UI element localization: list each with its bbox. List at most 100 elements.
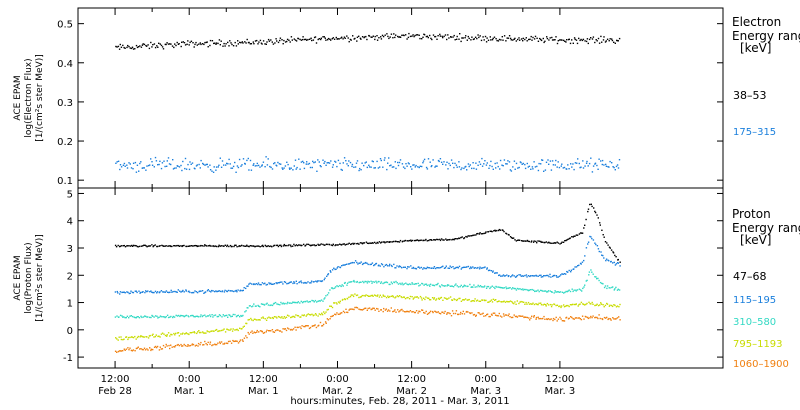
data-point <box>235 244 237 246</box>
data-point <box>310 244 313 246</box>
data-point <box>139 162 141 165</box>
data-point <box>222 314 224 316</box>
data-point <box>152 44 154 46</box>
data-point <box>608 260 610 262</box>
data-point <box>213 314 215 317</box>
data-point <box>400 309 402 311</box>
data-point <box>505 314 508 316</box>
data-point <box>242 158 245 160</box>
data-point <box>564 240 566 242</box>
data-point <box>579 289 582 291</box>
data-point <box>117 45 120 48</box>
data-point <box>130 244 133 247</box>
data-point <box>520 161 522 164</box>
data-point <box>142 291 144 293</box>
data-point <box>123 162 126 165</box>
data-point <box>565 273 567 275</box>
data-point <box>392 37 394 39</box>
data-point <box>380 242 382 244</box>
data-point <box>553 292 555 294</box>
data-point <box>591 237 593 240</box>
data-point <box>325 164 327 166</box>
data-point <box>139 348 141 350</box>
data-point <box>320 243 322 245</box>
data-point <box>305 244 307 247</box>
data-point <box>129 336 131 339</box>
data-point <box>356 36 359 38</box>
data-point <box>226 162 228 165</box>
data-point <box>371 282 373 284</box>
x-tick-date: Feb 28 <box>98 386 132 397</box>
data-point <box>336 312 338 314</box>
data-point <box>487 231 490 233</box>
proton-legend: Proton Energy range [keV] 47–68 115–195 … <box>732 207 800 370</box>
data-point <box>206 315 209 317</box>
data-point <box>329 289 331 291</box>
data-point <box>410 265 412 267</box>
data-point <box>437 35 439 37</box>
data-point <box>212 171 215 173</box>
data-point <box>467 285 469 287</box>
data-point <box>297 315 300 317</box>
data-point <box>368 242 370 245</box>
data-point <box>144 291 146 294</box>
data-point <box>345 263 348 265</box>
data-point <box>381 264 384 266</box>
data-point <box>323 244 325 246</box>
data-point <box>282 43 284 45</box>
data-point <box>441 266 443 268</box>
data-point <box>138 290 140 292</box>
data-point <box>330 271 332 273</box>
data-point <box>397 283 400 285</box>
data-point <box>175 332 177 335</box>
data-point <box>501 164 503 166</box>
data-point <box>388 265 390 267</box>
data-point <box>397 35 399 38</box>
data-point <box>117 160 120 162</box>
data-point <box>457 313 459 316</box>
data-point <box>361 294 363 297</box>
data-point <box>363 164 365 167</box>
data-point <box>494 162 496 165</box>
data-point <box>442 239 444 241</box>
data-point <box>165 316 167 318</box>
data-point <box>348 281 350 283</box>
data-point <box>192 314 194 317</box>
data-point <box>194 43 196 46</box>
data-point <box>585 280 587 282</box>
data-point <box>421 282 423 285</box>
data-point <box>419 284 421 286</box>
data-point <box>304 300 307 303</box>
data-point <box>134 316 136 319</box>
data-point <box>282 168 284 170</box>
data-point <box>183 343 185 346</box>
data-point <box>166 42 168 44</box>
data-point <box>522 37 524 40</box>
data-point <box>167 245 169 247</box>
data-point <box>207 245 210 247</box>
data-point <box>491 301 494 303</box>
data-point <box>275 38 277 40</box>
data-point <box>537 289 539 291</box>
data-point <box>360 169 362 171</box>
data-point <box>466 169 468 171</box>
data-point <box>435 284 437 286</box>
data-point <box>441 238 443 240</box>
data-point <box>309 166 312 169</box>
data-point <box>128 317 130 319</box>
data-point <box>156 315 158 317</box>
data-point <box>561 163 563 165</box>
data-point <box>259 319 261 321</box>
data-point <box>302 38 304 41</box>
data-point <box>221 290 224 292</box>
data-point <box>451 299 454 301</box>
data-point <box>290 36 293 38</box>
data-point <box>502 229 504 232</box>
data-point <box>487 269 490 272</box>
data-point <box>367 307 369 310</box>
data-point <box>462 299 465 301</box>
data-point <box>460 311 462 314</box>
data-point <box>397 241 399 243</box>
data-point <box>318 38 320 40</box>
data-point <box>445 164 447 166</box>
